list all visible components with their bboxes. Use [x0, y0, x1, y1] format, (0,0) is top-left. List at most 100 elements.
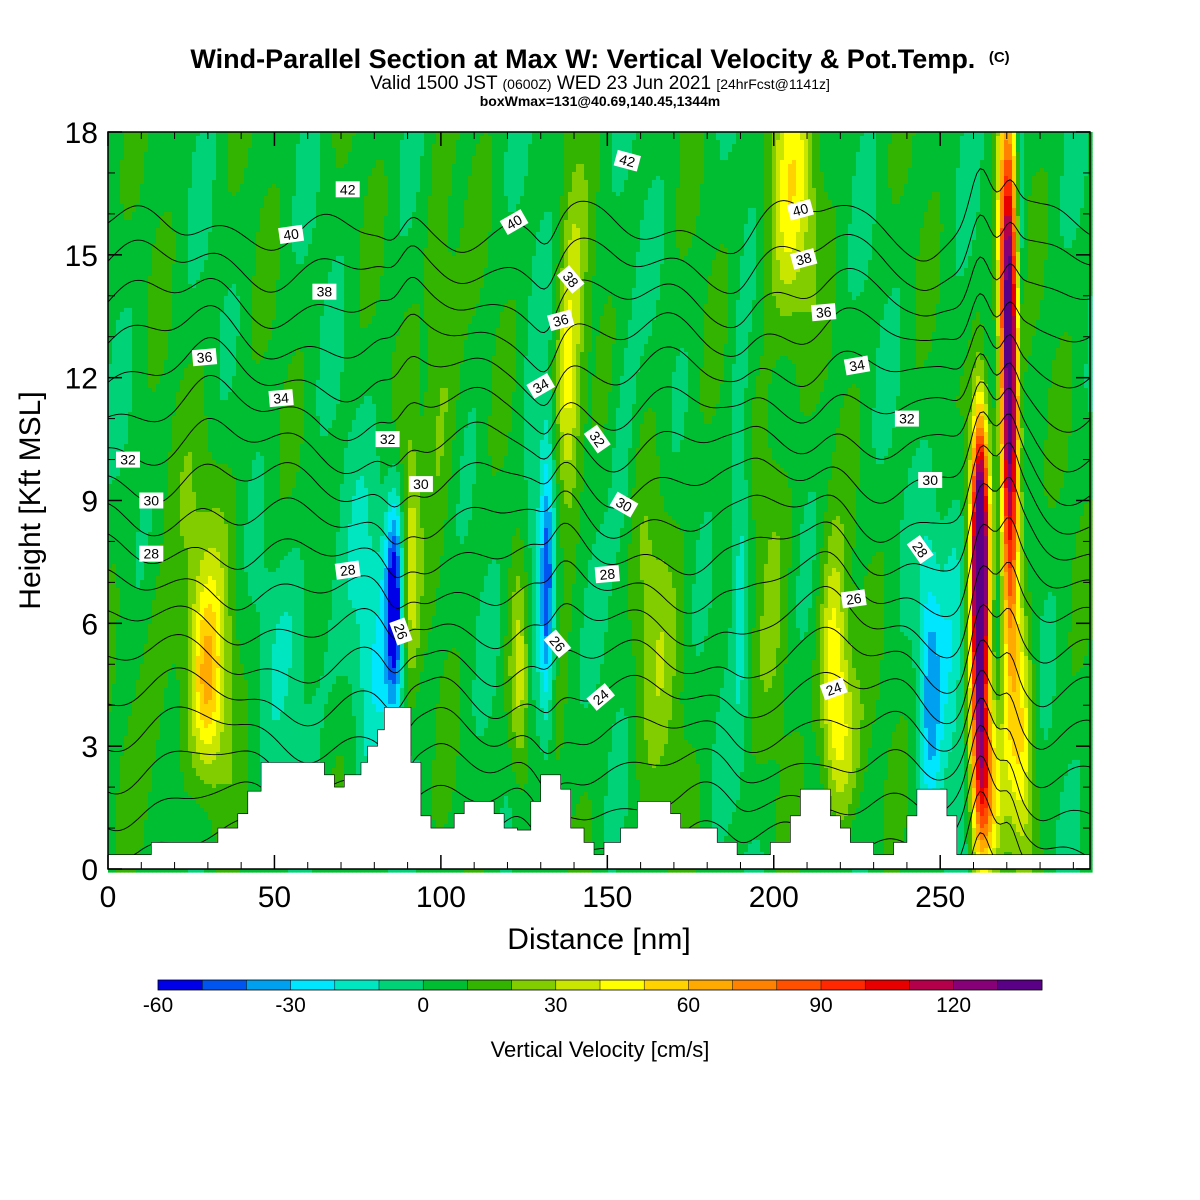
contour-label-box — [786, 198, 815, 221]
contour-label-34: 34 — [843, 355, 871, 376]
colorbar-swatch — [953, 980, 999, 990]
colorbar-swatch — [644, 980, 689, 990]
contour-label-40: 40 — [278, 224, 305, 244]
contour-label-38: 38 — [790, 248, 818, 270]
contour-label-text: 30 — [613, 494, 635, 516]
contour-label-box — [543, 629, 572, 659]
y-tick-label: 3 — [81, 731, 98, 764]
colorbar-swatch — [467, 980, 512, 990]
chart-subtitle: Valid 1500 JST (0600Z) WED 23 Jun 2021 [… — [0, 73, 1200, 95]
contour-label-text: 36 — [815, 304, 832, 321]
contour-label-text: 28 — [144, 546, 160, 562]
y-tick-label: 15 — [65, 240, 98, 273]
y-tick-label: 9 — [81, 486, 98, 519]
contour-label-text: 38 — [794, 249, 813, 269]
contour-label-28: 28 — [139, 545, 164, 562]
colorbar-swatch — [555, 980, 601, 990]
colorbar-swatch — [600, 980, 645, 990]
colorbar-tick-label: 0 — [417, 994, 429, 1017]
contour-label-box — [278, 224, 305, 244]
contour-label-30: 30 — [408, 476, 433, 493]
y-tick-label: 12 — [65, 363, 98, 396]
contour-label-box — [191, 348, 218, 367]
chart-title-text: Wind-Parallel Section at Max W: Vertical… — [190, 44, 975, 74]
contour-label-text: 26 — [845, 590, 863, 608]
colorbar: -60 -30 0 30 60 90 120 Vertical Velocity [cm/s] — [143, 979, 1043, 1062]
contour-label-box — [268, 389, 294, 408]
contour-label-box — [499, 209, 529, 236]
contour-label-text: 40 — [791, 200, 810, 220]
contour-label-box — [547, 309, 575, 332]
colorbar-swatch — [688, 980, 733, 990]
box-info: boxWmax=131@40.69,140.45,1344m — [0, 93, 1200, 109]
contour-label-box — [335, 181, 360, 198]
contour-label-text: 34 — [273, 389, 290, 406]
isentrope-40 — [107, 324, 1091, 407]
contour-label-text: 42 — [618, 151, 637, 171]
contour-label-36: 36 — [191, 348, 218, 367]
contour-label-text: 26 — [391, 621, 411, 641]
x-axis-label: Distance [nm] — [507, 923, 690, 956]
contour-label-30: 30 — [609, 491, 639, 518]
x-tick-label: 150 — [582, 881, 632, 914]
contour-label-40: 40 — [786, 198, 815, 221]
isentrope-30 — [107, 670, 1091, 764]
contour-label-box — [556, 265, 585, 294]
contour-label-42: 42 — [613, 149, 641, 172]
colorbar-swatch — [290, 980, 336, 990]
colorbar-swatch — [246, 980, 291, 990]
y-tick-label: 18 — [65, 117, 98, 150]
terrain-profile — [107, 707, 1091, 870]
contour-label-text: 32 — [120, 452, 136, 468]
contour-label-36: 36 — [547, 309, 575, 332]
contour-label-text: 40 — [282, 225, 300, 243]
y-axis-label: Height [Kft MSL] — [14, 391, 47, 609]
contour-label-box — [819, 677, 848, 701]
valid-time: Valid 1500 JST — [370, 73, 497, 94]
contour-label-text: 34 — [530, 375, 552, 397]
contour-label-box — [312, 283, 337, 300]
valid-date: WED 23 Jun 2021 — [557, 73, 711, 94]
contour-labels: 28 28 30 32 34 36 38 40 42 32 30 26 34 36 38 40 42 32 30 28… — [116, 149, 943, 711]
colorbar-tick-label: -60 — [143, 994, 173, 1017]
isentrope-41 — [107, 292, 1091, 373]
contour-label-26: 26 — [840, 589, 867, 609]
contour-label-text: 36 — [196, 349, 213, 366]
colorbar-swatch — [821, 980, 866, 990]
contour-label-34: 34 — [526, 372, 556, 399]
colorbar-tick-label: 30 — [544, 994, 567, 1017]
contour-label-box — [918, 472, 943, 488]
contour-label-28: 28 — [594, 565, 620, 584]
isentrope-43 — [107, 214, 1091, 295]
contour-label-box — [583, 424, 611, 454]
contour-label-text: 24 — [824, 679, 844, 699]
isentrope-36 — [107, 442, 1091, 545]
y-tick-label: 6 — [81, 608, 98, 641]
contour-label-32: 32 — [583, 424, 611, 454]
contour-label-32: 32 — [375, 431, 400, 448]
contour-label-box — [594, 565, 620, 584]
contour-label-box — [408, 476, 433, 493]
colorbar-swatch — [202, 980, 247, 990]
y-tick-label: 0 — [81, 854, 98, 887]
colorbar-swatch — [997, 980, 1043, 990]
x-tick-label: 100 — [416, 881, 466, 914]
contour-label-40: 40 — [499, 209, 529, 236]
contour-label-24: 24 — [819, 677, 848, 701]
contour-label-box — [790, 248, 818, 270]
colorbar-swatch — [732, 980, 778, 990]
contour-label-text: 32 — [899, 411, 915, 427]
contour-label-42: 42 — [335, 181, 360, 198]
contour-label-text: 28 — [339, 561, 357, 579]
contour-label-box — [843, 355, 871, 376]
contour-label-text: 40 — [503, 211, 525, 233]
contour-label-box — [840, 589, 867, 609]
colorbar-swatch — [511, 980, 557, 990]
vertical-velocity-field — [108, 132, 1093, 873]
contour-label-box — [116, 451, 140, 468]
copyright-mark: (C) — [989, 49, 1010, 66]
isentrope-38 — [108, 381, 1091, 475]
contour-label-30: 30 — [918, 472, 943, 488]
contour-label-box — [334, 560, 361, 580]
